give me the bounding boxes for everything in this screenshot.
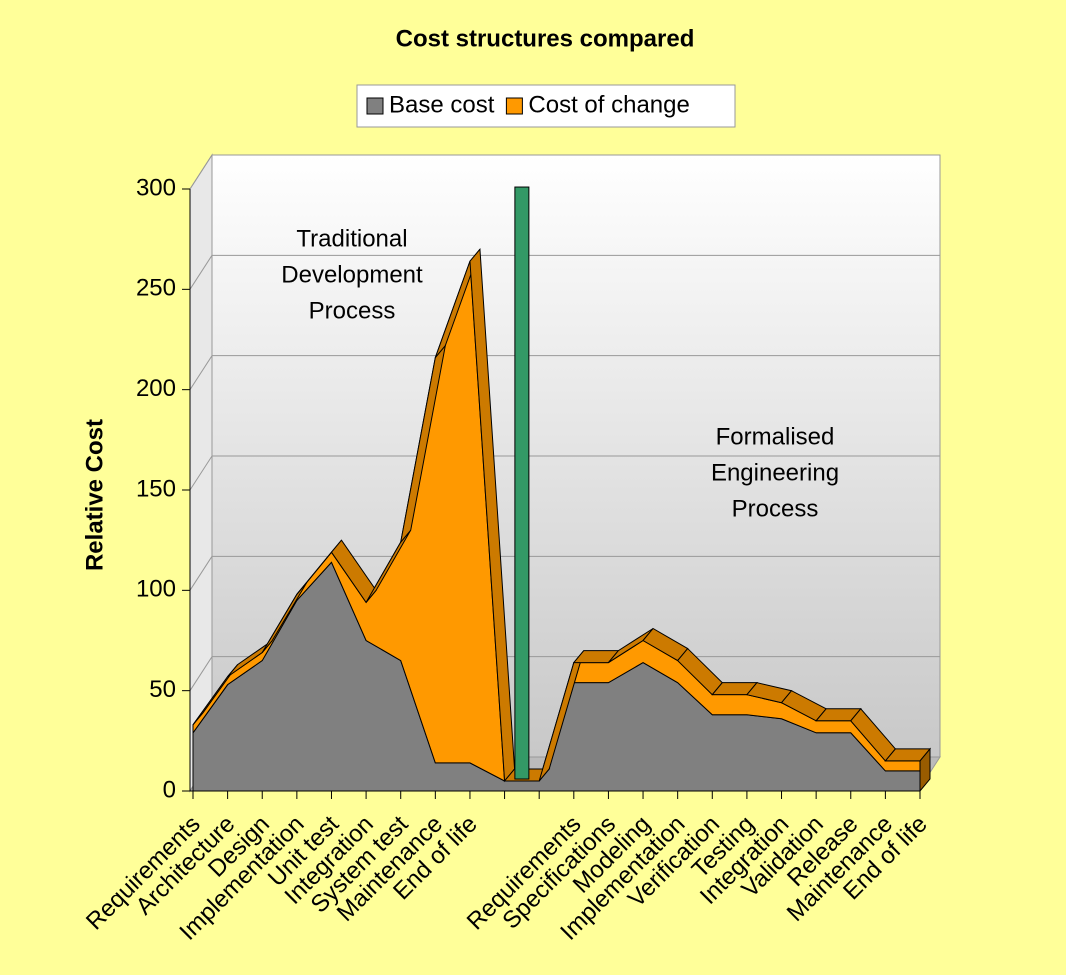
y-tick-label: 250 — [136, 275, 176, 302]
annotation: Process — [732, 495, 819, 522]
y-tick-label: 150 — [136, 475, 176, 502]
y-axis-label: Relative Cost — [81, 419, 108, 571]
grid-line — [189, 255, 213, 290]
legend — [356, 84, 736, 128]
legend-swatch — [366, 97, 384, 115]
divider-bar — [514, 186, 530, 780]
annotation: Process — [309, 297, 396, 324]
annotation: Traditional — [296, 225, 407, 252]
area-side — [919, 747, 931, 793]
legend-label: Base cost — [389, 91, 495, 118]
legend-swatch — [505, 97, 523, 115]
y-tick-label: 300 — [136, 174, 176, 201]
grid-line — [189, 455, 213, 491]
legend-label: Cost of change — [528, 91, 689, 118]
annotation: Development — [281, 261, 423, 288]
y-tick-label: 100 — [136, 576, 176, 603]
grid-line — [189, 656, 213, 691]
grid-line — [189, 154, 213, 190]
y-tick-label: 50 — [149, 676, 176, 703]
chart-title: Cost structures compared — [396, 25, 695, 52]
annotation: Engineering — [711, 459, 839, 486]
grid-line — [189, 556, 213, 591]
y-tick-label: 200 — [136, 375, 176, 402]
grid-line — [189, 355, 213, 390]
y-tick-label: 0 — [163, 776, 176, 803]
annotation: Formalised — [716, 423, 835, 450]
